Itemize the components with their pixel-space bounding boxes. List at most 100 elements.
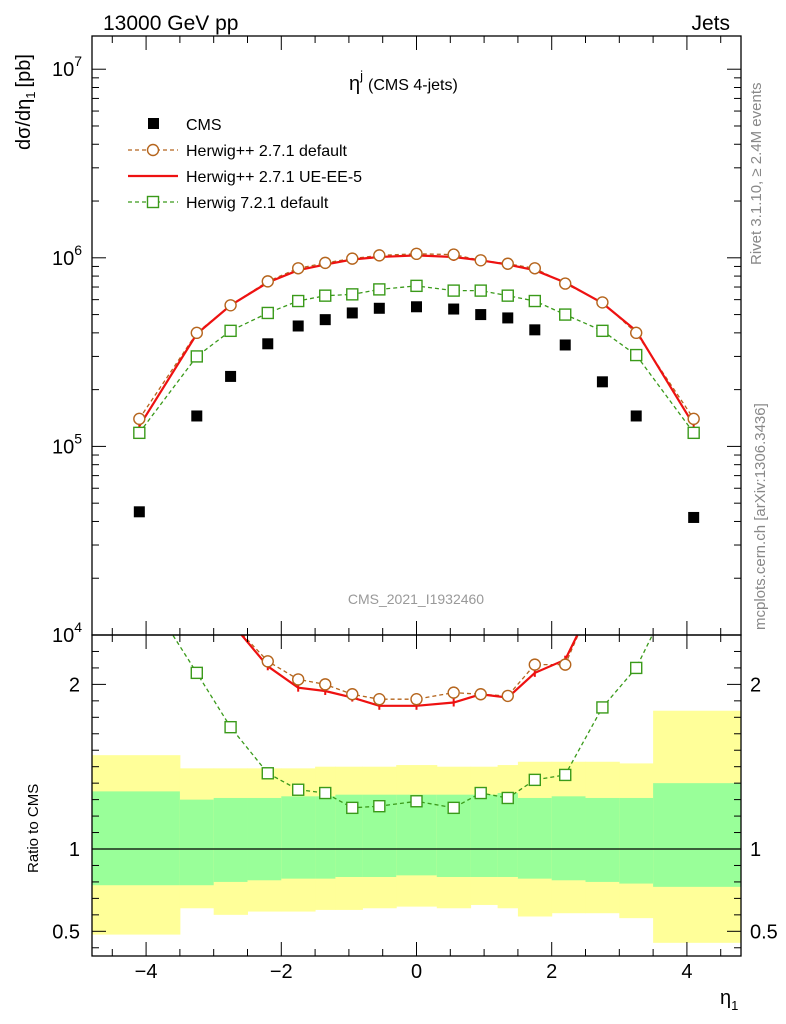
- y-tick-label-exponent: 5: [74, 430, 82, 446]
- x-tick-label: 0: [411, 961, 422, 983]
- ratio-point-herwig72: [346, 801, 359, 815]
- point-herwig-default: [630, 326, 643, 340]
- ratio-point-herwig-default: [225, 616, 236, 627]
- y-tick-label-exponent: 7: [74, 53, 82, 69]
- y-tick-label: 105: [52, 430, 82, 458]
- point-herwig72: [528, 294, 542, 308]
- band-stat: [281, 796, 316, 879]
- band-stat: [179, 799, 215, 886]
- point-herwig-default: [291, 262, 305, 275]
- point-cms: [292, 320, 304, 332]
- legend-marker-herwig72: [146, 195, 160, 209]
- legend-label-herwig-ueee5: Herwig++ 2.7.1 UE-EE-5: [186, 169, 362, 186]
- x-tick-label: −2: [270, 961, 293, 983]
- point-herwig-default: [346, 252, 359, 265]
- point-cms: [448, 303, 460, 315]
- legend-entry-herwig-default: Herwig++ 2.7.1 default: [128, 143, 348, 160]
- legend-entry-cms: CMS: [148, 117, 222, 134]
- point-cms: [559, 339, 571, 351]
- point-herwig-default: [410, 247, 423, 261]
- point-cms: [262, 338, 274, 350]
- ratio-point-herwig-default: [688, 460, 699, 471]
- point-herwig-default: [190, 326, 203, 340]
- y-axis-label-sub: 1: [23, 91, 38, 98]
- rivet-label: Rivet 3.1.10, ≥ 2.4M events: [748, 83, 765, 266]
- ratio-y-tick-label-left: 0.5: [52, 921, 80, 943]
- ratio-point-herwig-default: [474, 688, 487, 701]
- y-axis-label-unit: [pb]: [13, 54, 35, 87]
- point-herwig72: [596, 324, 609, 338]
- band-stat: [653, 783, 741, 887]
- point-herwig-default: [559, 277, 572, 290]
- point-herwig72: [224, 324, 237, 338]
- y-tick-label-base: 10: [52, 436, 74, 458]
- ratio-point-herwig-default: [191, 554, 202, 565]
- point-cms: [475, 309, 487, 321]
- ratio-plot-panel: 0.5 0.51 12 2−4 −2 0 2 4 Ratio to CMS η1: [25, 460, 778, 1013]
- plot-title-suffix: (CMS 4-jets): [368, 77, 458, 94]
- point-herwig72: [447, 284, 460, 297]
- band-stat: [92, 791, 181, 886]
- ratio-point-herwig72: [501, 791, 514, 805]
- ratio-point-herwig-default: [261, 655, 274, 668]
- legend-label-herwig72: Herwig 7.2.1 default: [186, 195, 329, 212]
- ratio-point-herwig-default: [346, 688, 359, 701]
- legend-marker-herwig-default: [146, 143, 160, 157]
- ratio-point-herwig72: [190, 666, 203, 680]
- band-stat: [396, 794, 438, 876]
- ratio-point-herwig-default: [597, 574, 608, 585]
- point-herwig72: [501, 289, 514, 302]
- ratio-y-tick-label-right: 2: [750, 674, 761, 696]
- x-tick-label: −4: [135, 961, 158, 983]
- point-herwig72: [190, 350, 203, 363]
- x-axis-label-main: η: [720, 987, 731, 1009]
- point-herwig72: [261, 306, 274, 320]
- point-cms: [688, 511, 700, 523]
- y-tick-label-base: 10: [52, 59, 74, 81]
- ratio-point-herwig72: [528, 773, 542, 787]
- point-herwig-default: [373, 249, 386, 262]
- band-stat: [585, 797, 620, 882]
- ratio-point-herwig72: [596, 701, 609, 714]
- point-cms: [502, 312, 514, 324]
- y-tick-label-base: 10: [52, 248, 74, 270]
- point-herwig72: [133, 426, 146, 440]
- ratio-point-herwig-default: [373, 693, 386, 706]
- point-herwig-default: [447, 248, 460, 261]
- x-tick-label: 4: [681, 961, 692, 983]
- legend-entry-herwig72: Herwig 7.2.1 default: [128, 195, 329, 212]
- point-herwig72: [319, 289, 332, 302]
- ratio-point-herwig72: [447, 801, 460, 815]
- ratio-point-herwig72: [559, 768, 572, 782]
- ratio-point-herwig-default: [291, 673, 305, 686]
- ratio-point-herwig-default: [528, 658, 542, 671]
- legend-marker-cms: [148, 118, 159, 129]
- point-cms: [373, 302, 385, 314]
- header-jets-label: Jets: [691, 12, 730, 35]
- y-tick-label-exponent: 6: [74, 242, 82, 258]
- band-stat: [619, 797, 654, 884]
- point-herwig-default: [261, 275, 274, 288]
- point-cms: [630, 410, 642, 422]
- ratio-series: [171, 460, 699, 815]
- band-stat: [315, 796, 336, 879]
- point-cms: [225, 370, 237, 382]
- ratio-point-herwig72: [410, 795, 423, 808]
- point-herwig-default: [501, 257, 514, 270]
- ratio-point-herwig-default: [559, 658, 572, 671]
- band-stat: [497, 793, 519, 877]
- ratio-point-herwig72: [688, 546, 699, 557]
- ratio-point-herwig72: [319, 786, 332, 800]
- ratio-point-herwig72: [261, 767, 274, 780]
- y-tick-label-exponent: 4: [74, 619, 82, 635]
- point-herwig-default: [319, 256, 332, 270]
- band-stat: [551, 796, 587, 881]
- y-axis-label-main: dσ/dη: [13, 99, 35, 150]
- ratio-point-herwig-default: [447, 686, 460, 699]
- point-herwig-default: [224, 299, 237, 312]
- y-axis-label: dσ/dη1 [pb]: [13, 54, 38, 150]
- ratio-y-label: Ratio to CMS: [25, 784, 42, 873]
- point-cms: [411, 301, 422, 313]
- point-herwig-default: [133, 412, 146, 426]
- ratio-point-herwig72: [474, 786, 487, 800]
